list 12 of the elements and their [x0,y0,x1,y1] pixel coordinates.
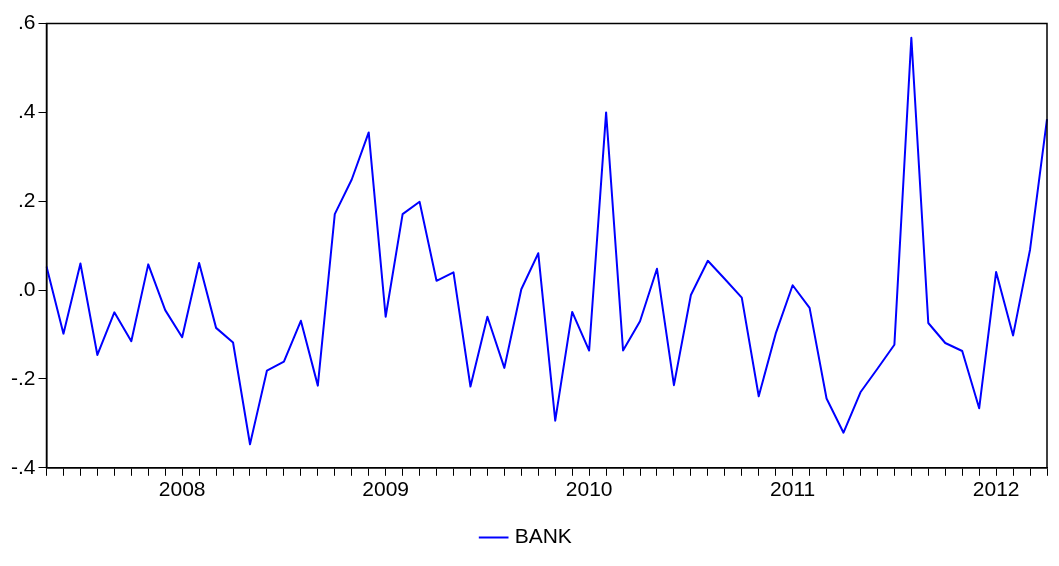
y-tick-label: .6 [17,10,36,34]
y-tick-label: -.2 [10,365,36,389]
y-tick-label: .4 [17,99,36,123]
x-tick-label: 2010 [565,477,613,501]
x-tick-label: 2011 [770,477,816,501]
y-tick-label: .2 [17,188,36,212]
x-tick-label: 2012 [972,477,1020,501]
y-tick-label: .0 [17,276,36,300]
y-tick-label: -.4 [10,454,36,478]
x-tick-label: 2008 [158,477,206,501]
x-tick-label: 2009 [362,477,410,501]
legend-label: BANK [514,524,572,548]
